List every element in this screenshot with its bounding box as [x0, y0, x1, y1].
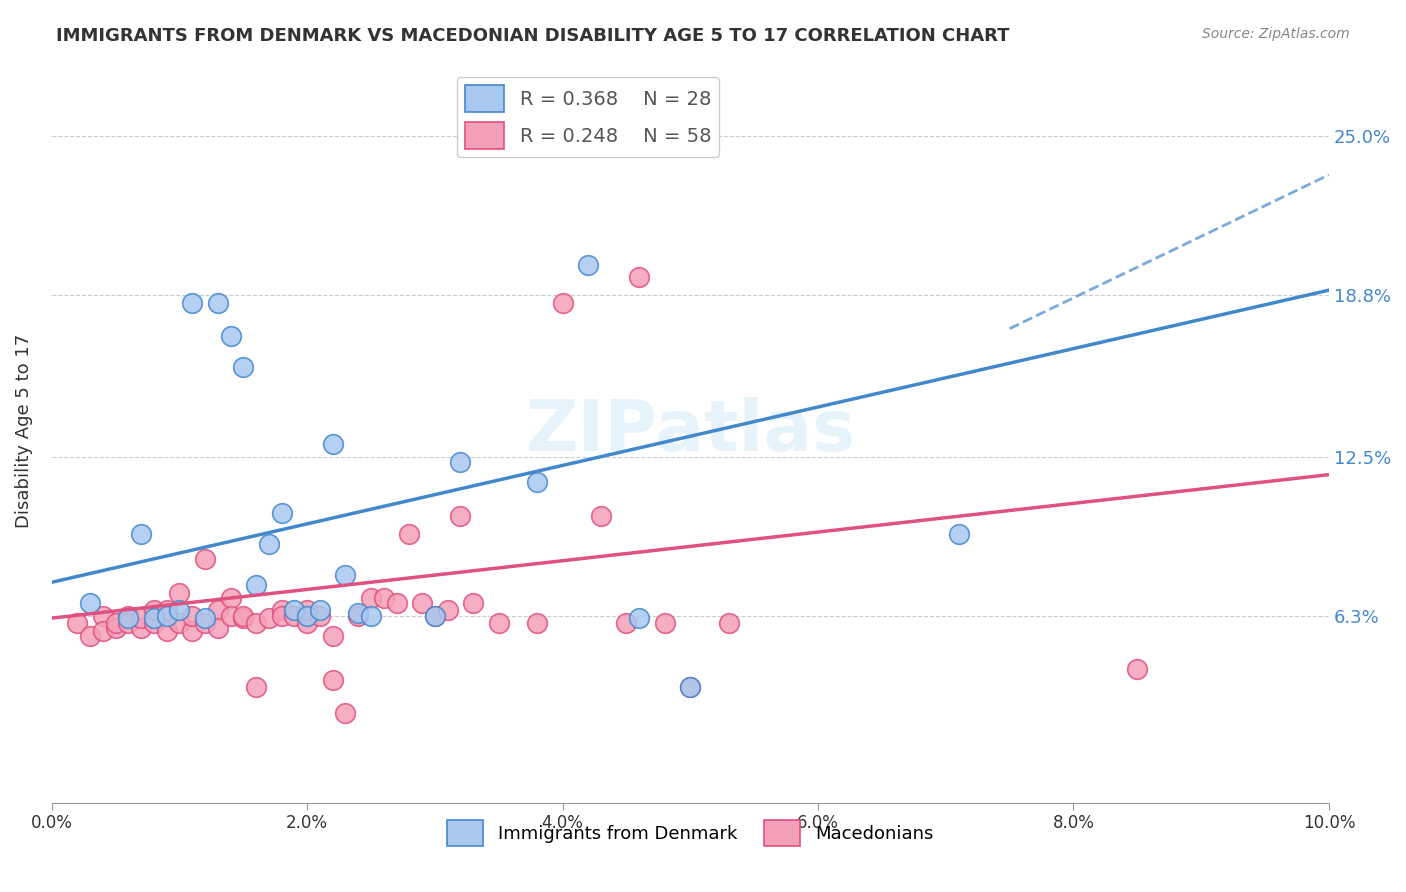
Point: [219, 329, 242, 343]
Point: [232, 608, 254, 623]
Point: [257, 611, 280, 625]
Point: [360, 608, 382, 623]
Point: [589, 508, 612, 523]
Point: [156, 603, 179, 617]
Point: [1126, 662, 1149, 676]
Point: [360, 591, 382, 605]
Point: [449, 455, 471, 469]
Point: [129, 621, 152, 635]
Point: [91, 608, 114, 623]
Point: [283, 603, 305, 617]
Point: [207, 621, 229, 635]
Point: [322, 673, 344, 687]
Point: [181, 296, 204, 310]
Point: [295, 616, 318, 631]
Point: [463, 596, 485, 610]
Point: [270, 506, 292, 520]
Point: [679, 681, 702, 695]
Y-axis label: Disability Age 5 to 17: Disability Age 5 to 17: [15, 334, 32, 528]
Point: [270, 608, 292, 623]
Point: [347, 608, 370, 623]
Point: [411, 596, 433, 610]
Point: [232, 611, 254, 625]
Point: [181, 608, 204, 623]
Point: [322, 437, 344, 451]
Point: [616, 616, 638, 631]
Point: [245, 616, 267, 631]
Text: ZIPatlas: ZIPatlas: [526, 397, 855, 466]
Point: [385, 596, 408, 610]
Point: [423, 608, 446, 623]
Point: [117, 616, 139, 631]
Legend: R = 0.368    N = 28, R = 0.248    N = 58: R = 0.368 N = 28, R = 0.248 N = 58: [457, 77, 718, 157]
Point: [117, 608, 139, 623]
Point: [245, 681, 267, 695]
Point: [449, 508, 471, 523]
Point: [181, 624, 204, 638]
Point: [488, 616, 510, 631]
Point: [129, 611, 152, 625]
Point: [373, 591, 395, 605]
Point: [270, 603, 292, 617]
Point: [142, 603, 165, 617]
Point: [142, 611, 165, 625]
Point: [309, 608, 332, 623]
Point: [436, 603, 458, 617]
Point: [169, 616, 191, 631]
Point: [104, 621, 127, 635]
Point: [117, 611, 139, 625]
Point: [104, 616, 127, 631]
Point: [156, 608, 179, 623]
Point: [335, 567, 357, 582]
Point: [309, 603, 332, 617]
Point: [576, 258, 599, 272]
Point: [551, 296, 574, 310]
Point: [219, 608, 242, 623]
Point: [219, 591, 242, 605]
Point: [66, 616, 89, 631]
Point: [398, 526, 420, 541]
Point: [142, 616, 165, 631]
Point: [283, 608, 305, 623]
Point: [423, 608, 446, 623]
Point: [347, 606, 370, 620]
Point: [322, 629, 344, 643]
Point: [194, 552, 217, 566]
Point: [194, 611, 217, 625]
Point: [129, 526, 152, 541]
Point: [169, 585, 191, 599]
Point: [679, 681, 702, 695]
Point: [169, 603, 191, 617]
Point: [654, 616, 676, 631]
Point: [257, 537, 280, 551]
Point: [335, 706, 357, 720]
Point: [717, 616, 740, 631]
Text: IMMIGRANTS FROM DENMARK VS MACEDONIAN DISABILITY AGE 5 TO 17 CORRELATION CHART: IMMIGRANTS FROM DENMARK VS MACEDONIAN DI…: [56, 27, 1010, 45]
Point: [295, 608, 318, 623]
Point: [295, 603, 318, 617]
Point: [207, 603, 229, 617]
Point: [245, 578, 267, 592]
Point: [207, 296, 229, 310]
Point: [526, 616, 548, 631]
Point: [948, 526, 970, 541]
Point: [91, 624, 114, 638]
Point: [628, 270, 651, 285]
Point: [79, 596, 101, 610]
Point: [194, 616, 217, 631]
Point: [232, 359, 254, 374]
Point: [79, 629, 101, 643]
Point: [628, 611, 651, 625]
Point: [156, 624, 179, 638]
Text: Source: ZipAtlas.com: Source: ZipAtlas.com: [1202, 27, 1350, 41]
Point: [526, 475, 548, 490]
